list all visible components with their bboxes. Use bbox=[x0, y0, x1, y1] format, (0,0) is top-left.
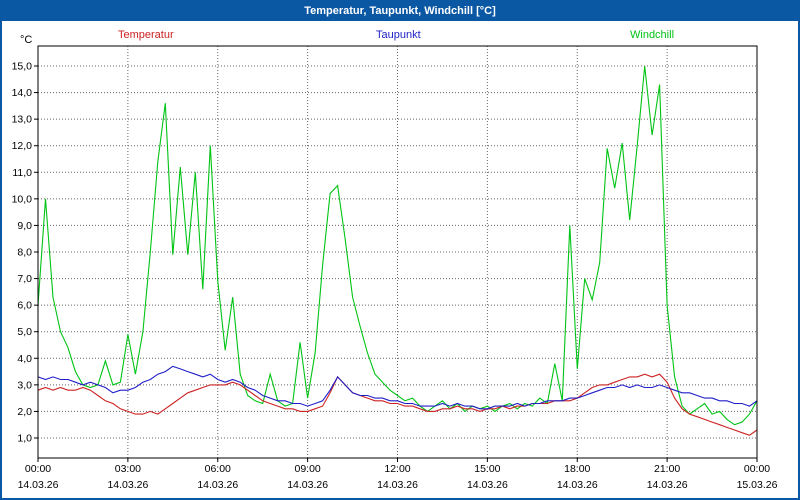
x-tick-date-label: 14.03.26 bbox=[377, 479, 418, 491]
x-tick-date-label: 14.03.26 bbox=[18, 479, 59, 491]
y-tick-label: 11,0 bbox=[12, 167, 32, 179]
y-tick-label: 5,0 bbox=[17, 326, 32, 338]
chart-title: Temperatur, Taupunkt, Windchill [°C] bbox=[304, 5, 496, 17]
x-tick-time-label: 03:00 bbox=[115, 463, 141, 475]
plot-background bbox=[38, 46, 757, 458]
x-tick-date-label: 14.03.26 bbox=[557, 479, 598, 491]
legend-taupunkt: Taupunkt bbox=[376, 29, 421, 41]
y-tick-label: 14,0 bbox=[12, 87, 33, 99]
y-tick-label: 10,0 bbox=[12, 193, 33, 205]
y-tick-label: 4,0 bbox=[17, 353, 32, 365]
x-tick-date-label: 15.03.26 bbox=[737, 479, 778, 491]
x-tick-date-label: 14.03.26 bbox=[197, 479, 238, 491]
y-tick-label: 1,0 bbox=[17, 433, 32, 445]
x-tick-time-label: 00:00 bbox=[25, 463, 51, 475]
x-tick-time-label: 21:00 bbox=[654, 463, 680, 475]
taupunkt-line bbox=[37, 365, 758, 410]
legend-temperatur: Temperatur bbox=[118, 29, 174, 41]
x-tick-date-label: 14.03.26 bbox=[287, 479, 328, 491]
y-tick-label: 2,0 bbox=[17, 406, 32, 418]
y-tick-label: 6,0 bbox=[17, 300, 32, 312]
temperatur-line bbox=[37, 373, 758, 436]
windchill-line bbox=[37, 65, 758, 426]
y-tick-label: 12,0 bbox=[12, 140, 33, 152]
x-tick-time-label: 12:00 bbox=[384, 463, 410, 475]
x-tick-time-label: 06:00 bbox=[205, 463, 231, 475]
y-tick-label: 15,0 bbox=[12, 61, 33, 73]
y-tick-label: 8,0 bbox=[17, 247, 32, 259]
legend-windchill: Windchill bbox=[630, 29, 675, 41]
x-tick-time-label: 18:00 bbox=[564, 463, 590, 475]
y-tick-label: 9,0 bbox=[17, 220, 32, 232]
x-tick-date-label: 14.03.26 bbox=[467, 479, 508, 491]
x-tick-time-label: 09:00 bbox=[294, 463, 320, 475]
y-tick-label: 13,0 bbox=[12, 114, 33, 126]
x-tick-time-label: 15:00 bbox=[474, 463, 500, 475]
y-tick-label: 3,0 bbox=[17, 379, 32, 391]
title-bar: Temperatur, Taupunkt, Windchill [°C] bbox=[2, 2, 798, 21]
x-tick-time-label: 00:00 bbox=[744, 463, 770, 475]
x-tick-date-label: 14.03.26 bbox=[107, 479, 148, 491]
y-tick-label: 7,0 bbox=[17, 273, 32, 285]
x-tick-date-label: 14.03.26 bbox=[647, 479, 688, 491]
y-axis-unit: °C bbox=[20, 34, 33, 46]
